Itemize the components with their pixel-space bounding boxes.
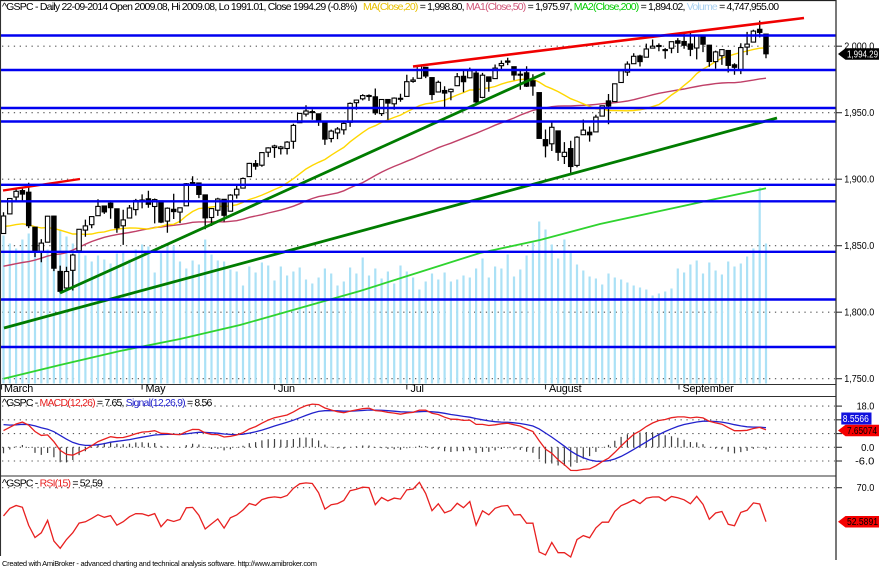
svg-text:August: August xyxy=(549,383,582,395)
svg-text:1,750.0: 1,750.0 xyxy=(844,374,874,385)
svg-text:MA(Close,20) = 1,998.80, MA1(C: MA(Close,20) = 1,998.80, MA1(Close,50) =… xyxy=(363,1,779,13)
svg-text:Created with AmiBroker - advan: Created with AmiBroker - advanced charti… xyxy=(2,559,317,568)
svg-text:1,950.0: 1,950.0 xyxy=(844,108,874,119)
svg-text:2,000.0: 2,000.0 xyxy=(844,42,874,53)
svg-text:^GSPC - MACD(12,26) = 7.65, Si: ^GSPC - MACD(12,26) = 7.65, Signal(12,26… xyxy=(2,397,213,409)
svg-text:1,900.0: 1,900.0 xyxy=(844,175,874,186)
svg-text:1,800.0: 1,800.0 xyxy=(844,308,874,319)
svg-text:8.5566: 8.5566 xyxy=(843,414,869,425)
svg-text:18.0: 18.0 xyxy=(857,402,875,413)
svg-text:September: September xyxy=(683,383,735,395)
svg-text:Jul: Jul xyxy=(411,383,424,395)
svg-text:May: May xyxy=(146,383,167,395)
svg-text:Jun: Jun xyxy=(278,383,295,395)
svg-text:7.65074: 7.65074 xyxy=(847,426,877,437)
svg-text:^GSPC - RSI(15) = 52.59: ^GSPC - RSI(15) = 52.59 xyxy=(2,478,103,490)
svg-text:52.5891: 52.5891 xyxy=(847,517,878,528)
svg-text:^GSPC - Daily 22-09-2014 Open: ^GSPC - Daily 22-09-2014 Open 2009.08, H… xyxy=(2,1,357,13)
svg-text:1,850.0: 1,850.0 xyxy=(844,241,874,252)
svg-text:1,994.29: 1,994.29 xyxy=(847,50,878,61)
svg-text:70.0: 70.0 xyxy=(857,483,875,494)
svg-text:March: March xyxy=(4,383,33,395)
svg-text:-6.0: -6.0 xyxy=(855,457,875,468)
svg-text:0.0: 0.0 xyxy=(861,443,875,454)
